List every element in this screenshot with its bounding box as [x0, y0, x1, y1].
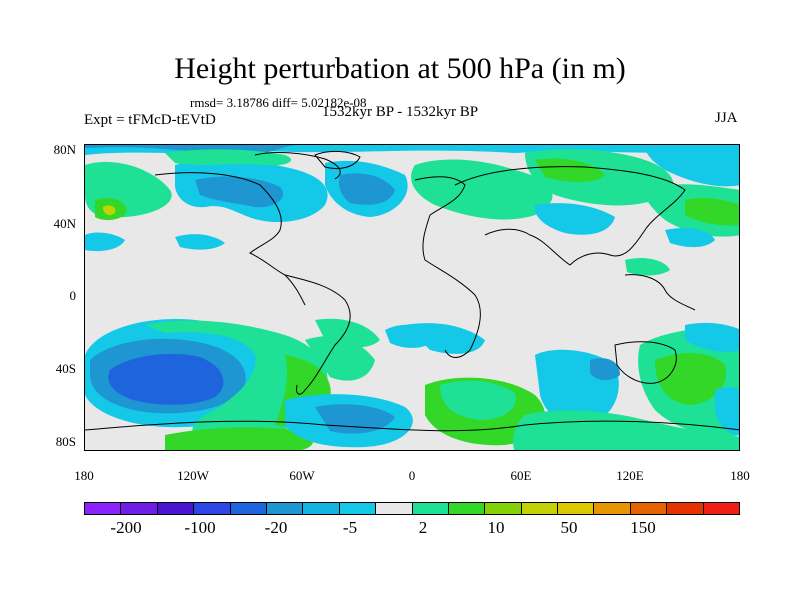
colorbar-swatch — [339, 503, 377, 514]
lon-label-180e: 180 — [730, 468, 750, 483]
rmsd-stats: rmsd= 3.18786 diff= 5.02182e-08 — [190, 95, 367, 110]
lon-label-120e: 120E — [616, 468, 644, 483]
contour-positive — [655, 353, 726, 405]
contour-negative — [405, 323, 485, 354]
lat-label-80s: 80S — [55, 434, 76, 449]
colorbar-swatch — [121, 503, 158, 514]
colorbar-swatch — [266, 503, 304, 514]
colorbar-swatch — [703, 503, 740, 514]
contour-negative — [665, 228, 715, 248]
colorbar-label: 2 — [418, 518, 428, 537]
contour-positive — [513, 410, 739, 450]
period-label: 1532kyr BP - 1532kyr BP — [322, 104, 479, 120]
coastline — [254, 151, 341, 180]
lon-label-60w: 60W — [289, 468, 315, 483]
contour-negative — [590, 358, 620, 381]
contour-negative — [685, 322, 739, 352]
colorbar-swatch — [194, 503, 231, 514]
colorbar-label: -5 — [342, 518, 358, 537]
lon-label-120w: 120W — [177, 468, 209, 483]
contour-negative — [534, 203, 615, 235]
experiment-label: Expt = tFMcD-tEVtD — [84, 112, 216, 128]
coastlines — [85, 150, 739, 432]
coastline — [284, 274, 351, 395]
colorbar-swatch — [376, 503, 413, 514]
colorbar-label: 10 — [487, 518, 505, 537]
colorbar-label: -100 — [184, 518, 216, 537]
colorbar-swatch — [85, 503, 122, 514]
lat-label-80n: 80N — [53, 142, 76, 157]
contour-map — [85, 145, 739, 450]
contour-negative — [315, 404, 395, 434]
colorbar-swatch — [303, 503, 340, 514]
colorbar-label: 50 — [560, 518, 578, 537]
colorbar-swatch — [594, 503, 631, 514]
colorbar-swatch — [485, 503, 522, 514]
colorbar-swatch — [667, 503, 704, 514]
contour-positive — [315, 318, 380, 348]
lon-label-60e: 60E — [510, 468, 532, 483]
contour-negative — [195, 176, 284, 208]
plot-title: Height perturbation at 500 hPa (in m) — [174, 52, 626, 85]
coastline — [624, 274, 696, 311]
contour-positive — [685, 197, 739, 226]
colorbar-swatch — [630, 503, 668, 514]
lat-label-40s: 40S — [55, 361, 76, 376]
map-panel — [84, 144, 740, 451]
colorbar-swatch — [157, 503, 195, 514]
colorbar-swatch — [558, 503, 595, 514]
colorbar-label: -20 — [264, 518, 288, 537]
contour-negative — [175, 234, 225, 250]
contour-negative — [645, 145, 739, 187]
coastline — [314, 150, 361, 170]
colorbar-swatch — [412, 503, 449, 514]
lat-label-eq: 0 — [69, 288, 77, 303]
lon-label-180w: 180 — [74, 468, 94, 483]
season-label: JJA — [715, 110, 738, 126]
contour-negative — [108, 353, 224, 405]
colorbar — [84, 502, 740, 515]
contour-positive — [625, 258, 670, 276]
coastline — [614, 341, 677, 384]
colorbar-swatch — [521, 503, 559, 514]
colorbar-swatch — [448, 503, 486, 514]
contour-positive — [440, 380, 516, 420]
contour-positive — [165, 427, 314, 450]
contour-positive — [103, 205, 116, 215]
colorbar-label: -200 — [110, 518, 142, 537]
contour-negative — [338, 173, 395, 205]
contour-positive — [535, 158, 605, 182]
coastline — [85, 420, 739, 432]
lat-label-40n: 40N — [53, 216, 76, 231]
colorbar-label: 150 — [630, 518, 656, 537]
coastline — [454, 166, 686, 266]
lon-label-0: 0 — [408, 468, 416, 483]
contour-negative — [85, 232, 125, 252]
contour-negative — [715, 387, 739, 436]
contour-positive — [165, 149, 292, 166]
coastline — [414, 176, 481, 358]
colorbar-swatch — [230, 503, 267, 514]
